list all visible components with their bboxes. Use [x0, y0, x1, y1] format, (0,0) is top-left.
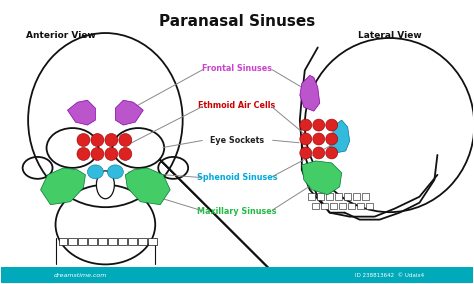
Polygon shape [125, 168, 170, 205]
Ellipse shape [313, 119, 325, 131]
Ellipse shape [108, 165, 123, 179]
Text: Lateral View: Lateral View [358, 31, 421, 39]
Ellipse shape [91, 147, 104, 160]
FancyBboxPatch shape [330, 203, 337, 209]
Text: Maxillary Sinuses: Maxillary Sinuses [197, 207, 277, 216]
Ellipse shape [313, 147, 325, 159]
Ellipse shape [77, 147, 90, 160]
FancyBboxPatch shape [138, 237, 147, 245]
FancyBboxPatch shape [353, 193, 360, 200]
Text: Anterior View: Anterior View [26, 31, 95, 39]
FancyBboxPatch shape [356, 203, 364, 209]
Ellipse shape [105, 133, 118, 147]
Ellipse shape [112, 128, 164, 168]
Ellipse shape [46, 128, 99, 168]
Ellipse shape [96, 171, 114, 199]
FancyBboxPatch shape [312, 203, 319, 209]
Text: dreamstime.com: dreamstime.com [54, 273, 107, 278]
FancyBboxPatch shape [335, 193, 342, 200]
Ellipse shape [87, 165, 103, 179]
Polygon shape [300, 75, 320, 111]
FancyBboxPatch shape [347, 203, 355, 209]
Polygon shape [330, 120, 350, 153]
FancyBboxPatch shape [89, 237, 98, 245]
FancyBboxPatch shape [118, 237, 128, 245]
FancyBboxPatch shape [308, 193, 315, 200]
FancyBboxPatch shape [148, 237, 157, 245]
FancyBboxPatch shape [321, 203, 328, 209]
Ellipse shape [77, 133, 90, 147]
Polygon shape [41, 168, 85, 205]
FancyBboxPatch shape [365, 203, 373, 209]
Ellipse shape [300, 147, 312, 159]
Text: Ethmoid Air Cells: Ethmoid Air Cells [199, 101, 275, 110]
FancyBboxPatch shape [128, 237, 137, 245]
FancyBboxPatch shape [344, 193, 351, 200]
FancyBboxPatch shape [0, 267, 474, 283]
FancyBboxPatch shape [99, 237, 108, 245]
Ellipse shape [313, 133, 325, 145]
Ellipse shape [300, 119, 312, 131]
Ellipse shape [326, 119, 337, 131]
Ellipse shape [119, 133, 132, 147]
FancyBboxPatch shape [339, 203, 346, 209]
Text: Sphenoid Sinuses: Sphenoid Sinuses [197, 173, 277, 182]
FancyBboxPatch shape [326, 193, 333, 200]
Ellipse shape [105, 147, 118, 160]
FancyBboxPatch shape [69, 237, 77, 245]
Polygon shape [67, 100, 95, 125]
Text: Eye Sockets: Eye Sockets [210, 135, 264, 145]
Text: ID 238813642  © Udaix4: ID 238813642 © Udaix4 [355, 273, 424, 278]
Ellipse shape [326, 147, 337, 159]
FancyBboxPatch shape [79, 237, 87, 245]
FancyBboxPatch shape [362, 193, 369, 200]
FancyBboxPatch shape [317, 193, 324, 200]
Polygon shape [302, 161, 342, 195]
Text: Frontal Sinuses: Frontal Sinuses [202, 64, 272, 73]
Polygon shape [115, 100, 143, 125]
Ellipse shape [119, 147, 132, 160]
Text: Paranasal Sinuses: Paranasal Sinuses [159, 14, 315, 29]
Ellipse shape [91, 133, 104, 147]
Ellipse shape [300, 133, 312, 145]
Ellipse shape [326, 133, 337, 145]
FancyBboxPatch shape [109, 237, 118, 245]
FancyBboxPatch shape [58, 237, 67, 245]
